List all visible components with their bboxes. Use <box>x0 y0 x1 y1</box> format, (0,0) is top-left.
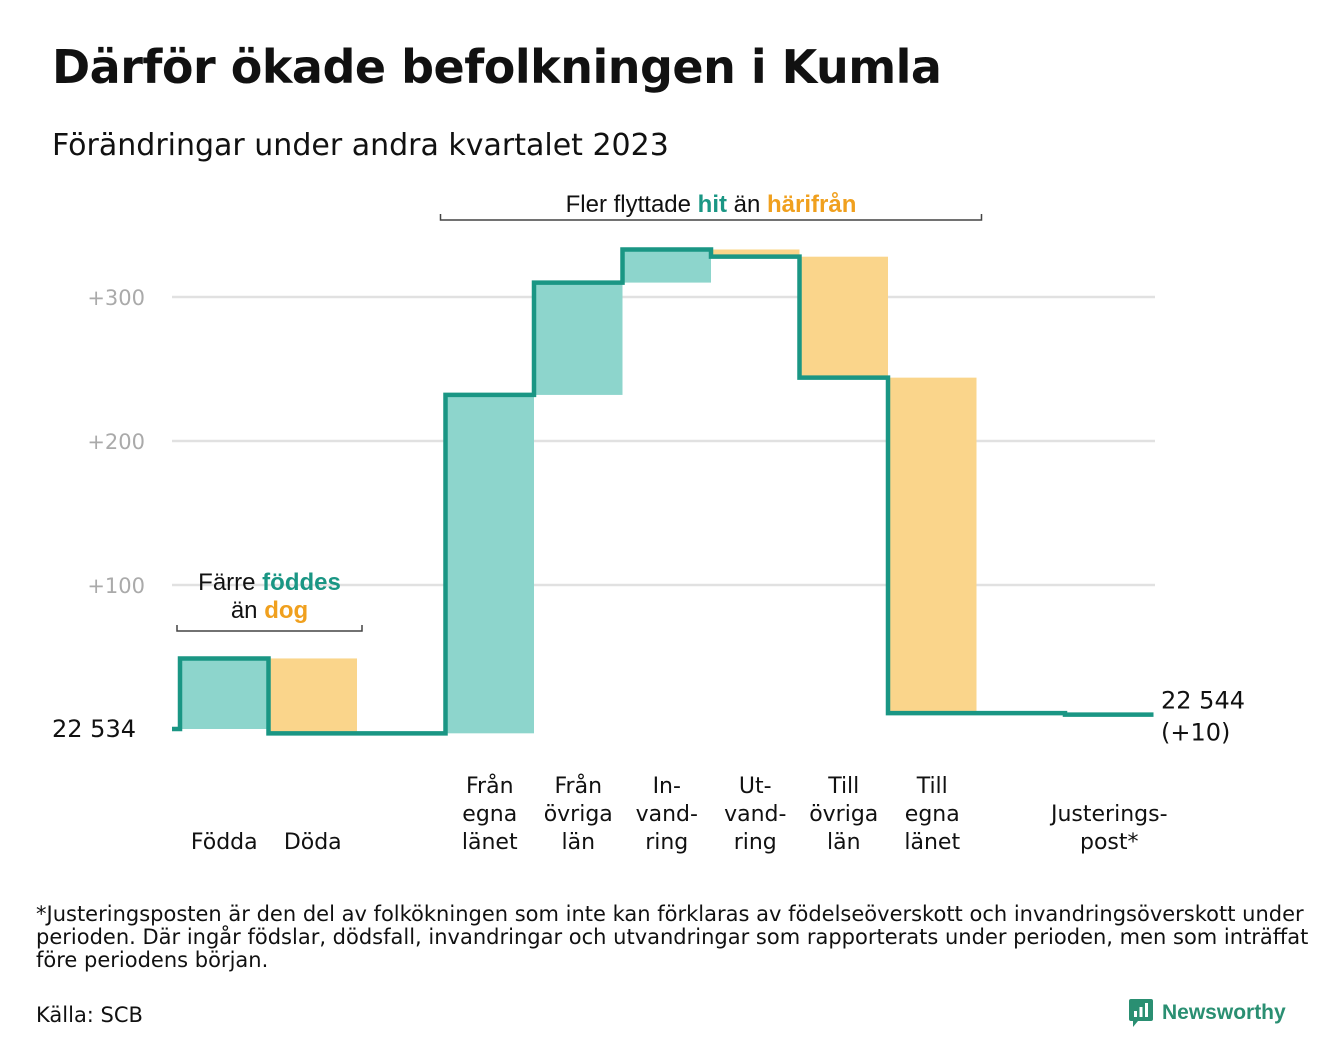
annotation-part: än <box>727 191 767 218</box>
newsworthy-logo-icon <box>1129 999 1153 1027</box>
waterfall-bar <box>622 249 711 283</box>
category-label: Till <box>827 774 859 799</box>
category-label: Döda <box>284 830 342 855</box>
category-label: län <box>827 830 861 855</box>
category-label: Justerings- <box>1049 802 1168 827</box>
category-label: övriga <box>544 802 613 827</box>
annotation-part: Färre <box>198 569 262 596</box>
waterfall-bar <box>268 658 357 734</box>
category-label: In- <box>653 774 681 799</box>
start-value-label: 22 534 <box>52 715 136 743</box>
label-layer: +100 +200 +300 22 534 22 544 (+10) Födda Döda Fr… <box>52 191 1245 855</box>
grid-layer <box>172 295 1155 587</box>
step-line-layer <box>172 247 1154 736</box>
category-label: ring <box>645 830 688 855</box>
end-value-label: 22 544 <box>1161 687 1245 715</box>
category-label: Till <box>916 774 948 799</box>
category-label: övriga <box>809 802 878 827</box>
annotation-part: hit <box>698 191 727 218</box>
annotation-part: än <box>231 597 264 624</box>
brand-name: Newsworthy <box>1162 1001 1286 1024</box>
category-label: länet <box>462 830 518 855</box>
footnote: *Justeringsposten är den del av folkökni… <box>36 902 1309 972</box>
waterfall-chart: +100 +200 +300 22 534 22 544 (+10) Födda Döda Fr… <box>52 191 1245 855</box>
category-label: länet <box>904 830 960 855</box>
annotation-births: Färre föddes <box>198 569 341 596</box>
category-label: egna <box>905 802 960 827</box>
category-label: Födda <box>191 830 258 855</box>
cumulative-step-line <box>172 247 1154 736</box>
brand-logo: Newsworthy <box>1128 998 1286 1028</box>
waterfall-bar <box>534 282 623 395</box>
annotation-part: härifrån <box>767 191 856 218</box>
y-tick-label: +100 <box>87 574 145 598</box>
page-subtitle: Förändringar under andra kvartalet 2023 <box>52 128 669 163</box>
category-label: Från <box>466 773 514 799</box>
annotation-part: föddes <box>262 569 341 596</box>
category-label: Ut- <box>739 774 772 799</box>
waterfall-bar <box>445 394 534 734</box>
waterfall-bar <box>888 377 977 714</box>
category-label: egna <box>462 802 517 827</box>
annotation-part: Fler flyttade <box>566 191 698 218</box>
category-label: Från <box>554 773 602 799</box>
annotation-births-line2: än dog <box>231 597 308 624</box>
end-value-label: (+10) <box>1161 719 1230 747</box>
annotation-part: dog <box>264 597 308 624</box>
annotation-migration: Fler flyttade hit än härifrån <box>566 191 857 218</box>
waterfall-bar <box>180 658 269 729</box>
waterfall-bar <box>799 256 888 378</box>
category-label: post* <box>1080 830 1139 855</box>
waterfall-bar <box>711 249 800 257</box>
annotation-bracket <box>176 625 363 632</box>
category-label: vand- <box>724 802 786 827</box>
page-title: Därför ökade befolkningen i Kumla <box>52 40 942 94</box>
annotation-bracket <box>439 214 983 221</box>
y-tick-label: +200 <box>87 430 145 454</box>
category-label: län <box>561 830 595 855</box>
bar-layer <box>180 249 1154 734</box>
category-label: ring <box>734 830 777 855</box>
source-note: Källa: SCB <box>36 1003 143 1027</box>
y-tick-label: +300 <box>87 286 145 310</box>
category-label: vand- <box>636 802 698 827</box>
